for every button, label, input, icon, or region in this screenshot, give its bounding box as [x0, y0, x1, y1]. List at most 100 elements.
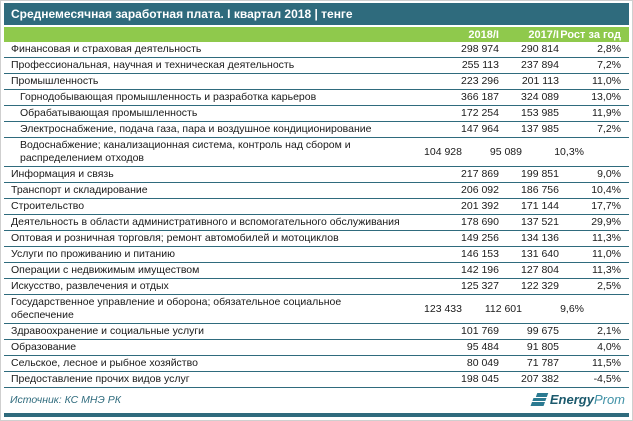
value-2018: 201 392	[461, 200, 499, 212]
growth-value: 2,5%	[597, 280, 621, 292]
value-2018: 101 769	[461, 325, 499, 337]
industry-label: Горнодобывающая промышленность и разрабо…	[20, 91, 317, 103]
table-row: Строительство 201 392 171 144 17,7%	[4, 199, 629, 215]
value-2017: 137 521	[521, 216, 559, 228]
table-row: Водоснабжение; канализационная система, …	[4, 138, 629, 167]
growth-value: 13,0%	[591, 91, 621, 103]
source-note: Источник: КС МНЭ РК	[10, 393, 121, 406]
industry-label: Профессиональная, научная и техническая …	[11, 59, 295, 71]
industry-label: Услуги по проживанию и питанию	[11, 248, 175, 260]
value-2017: 112 601	[484, 302, 522, 315]
value-2018: 142 196	[461, 264, 499, 276]
value-2018: 178 690	[461, 216, 499, 228]
growth-value: 2,1%	[597, 325, 621, 337]
table-row: Сельское, лесное и рыбное хозяйство 80 0…	[4, 356, 629, 372]
industry-label: Государственное управление и оборона; об…	[11, 296, 342, 321]
table-row: Здравоохранение и социальные услуги 101 …	[4, 324, 629, 340]
industry-label: Водоснабжение; канализационная система, …	[20, 139, 351, 164]
industry-label: Здравоохранение и социальные услуги	[11, 325, 205, 337]
value-2017: 131 640	[521, 248, 559, 260]
industry-label: Транспорт и складирование	[11, 184, 148, 196]
value-2017: 134 136	[521, 232, 559, 244]
value-2018: 172 254	[461, 107, 499, 119]
value-2018: 80 049	[466, 357, 499, 369]
growth-value: 9,0%	[597, 168, 621, 180]
value-2017: 199 851	[521, 168, 559, 180]
wage-table: Финансовая и страховая деятельность 298 …	[4, 42, 629, 388]
energyprom-logo-icon	[530, 393, 549, 406]
industry-label: Промышленность	[11, 75, 99, 87]
growth-value: 4,0%	[597, 341, 621, 353]
table-row: Предоставление прочих видов услуг 198 04…	[4, 372, 629, 388]
value-2018: 149 256	[461, 232, 499, 244]
industry-label: Операции с недвижимым имуществом	[11, 264, 200, 276]
growth-value: 2,8%	[597, 43, 621, 55]
footer: Источник: КС МНЭ РК EnergyProm	[4, 388, 629, 408]
value-2018: 217 869	[461, 168, 499, 180]
growth-value: 29,9%	[591, 216, 621, 228]
value-2018: 223 296	[461, 75, 499, 87]
growth-value: 11,3%	[592, 264, 621, 276]
energyprom-logo: EnergyProm	[530, 392, 625, 407]
growth-value: 10,4%	[591, 184, 621, 196]
table-row: Информация и связь 217 869 199 851 9,0%	[4, 167, 629, 183]
value-2017: 207 382	[521, 373, 559, 385]
table-row: Оптовая и розничная торговля; ремонт авт…	[4, 231, 629, 247]
value-2018: 298 974	[461, 43, 499, 55]
page-title: Среднемесячная заработная плата. I кварт…	[4, 3, 629, 25]
col-2017-label: 2017/I	[528, 28, 559, 41]
value-2017: 153 985	[521, 107, 559, 119]
industry-label: Электроснабжение, подача газа, пара и во…	[20, 123, 372, 135]
table-row: Электроснабжение, подача газа, пара и во…	[4, 122, 629, 138]
growth-value: 11,5%	[592, 357, 621, 369]
industry-label: Сельское, лесное и рыбное хозяйство	[11, 357, 198, 369]
value-2017: 324 089	[521, 91, 559, 103]
industry-label: Образование	[11, 341, 77, 353]
value-2018: 146 153	[461, 248, 499, 260]
growth-value: -4,5%	[593, 373, 621, 385]
industry-label: Обрабатывающая промышленность	[20, 107, 198, 119]
col-2018-label: 2018/I	[468, 28, 499, 41]
value-2018: 206 092	[461, 184, 499, 196]
industry-label: Строительство	[11, 200, 85, 212]
value-2018: 104 928	[424, 145, 462, 158]
value-2017: 122 329	[521, 280, 559, 292]
industry-label: Деятельность в области административного…	[11, 216, 400, 228]
growth-value: 11,0%	[592, 248, 621, 260]
industry-label: Оптовая и розничная торговля; ремонт авт…	[11, 232, 339, 244]
value-2018: 95 484	[466, 341, 499, 353]
bottom-bar	[4, 413, 629, 417]
growth-value: 7,2%	[597, 123, 621, 135]
growth-value: 7,2%	[597, 59, 621, 71]
column-header-row: 2018/I 2017/I Рост за год	[4, 27, 629, 42]
table-row: Государственное управление и оборона; об…	[4, 295, 629, 324]
logo-text-prom: Prom	[593, 392, 625, 407]
table-row: Образование 95 484 91 805 4,0%	[4, 340, 629, 356]
value-2018: 255 113	[461, 59, 499, 71]
table-row: Промышленность 223 296 201 113 11,0%	[4, 74, 629, 90]
value-2017: 99 675	[526, 325, 559, 337]
logo-text: EnergyProm	[550, 392, 625, 407]
growth-value: 11,0%	[592, 75, 621, 87]
value-2018: 147 964	[461, 123, 499, 135]
value-2017: 290 814	[521, 43, 559, 55]
value-2018: 198 045	[461, 373, 499, 385]
value-2018: 125 327	[461, 280, 499, 292]
growth-value: 11,3%	[592, 232, 621, 244]
table-row: Профессиональная, научная и техническая …	[4, 58, 629, 74]
value-2017: 137 985	[521, 123, 559, 135]
growth-value: 17,7%	[591, 200, 621, 212]
value-2018: 366 187	[461, 91, 499, 103]
table-row: Транспорт и складирование 206 092 186 75…	[4, 183, 629, 199]
value-2017: 171 144	[521, 200, 559, 212]
value-2017: 186 756	[521, 184, 559, 196]
value-2017: 95 089	[489, 145, 522, 158]
industry-label: Информация и связь	[11, 168, 114, 180]
value-2017: 127 804	[521, 264, 559, 276]
table-row: Услуги по проживанию и питанию 146 153 1…	[4, 247, 629, 263]
value-2017: 91 805	[526, 341, 559, 353]
table-row: Искусство, развлечения и отдых 125 327 1…	[4, 279, 629, 295]
growth-value: 9,6%	[560, 302, 584, 315]
growth-value: 10,3%	[554, 145, 584, 158]
